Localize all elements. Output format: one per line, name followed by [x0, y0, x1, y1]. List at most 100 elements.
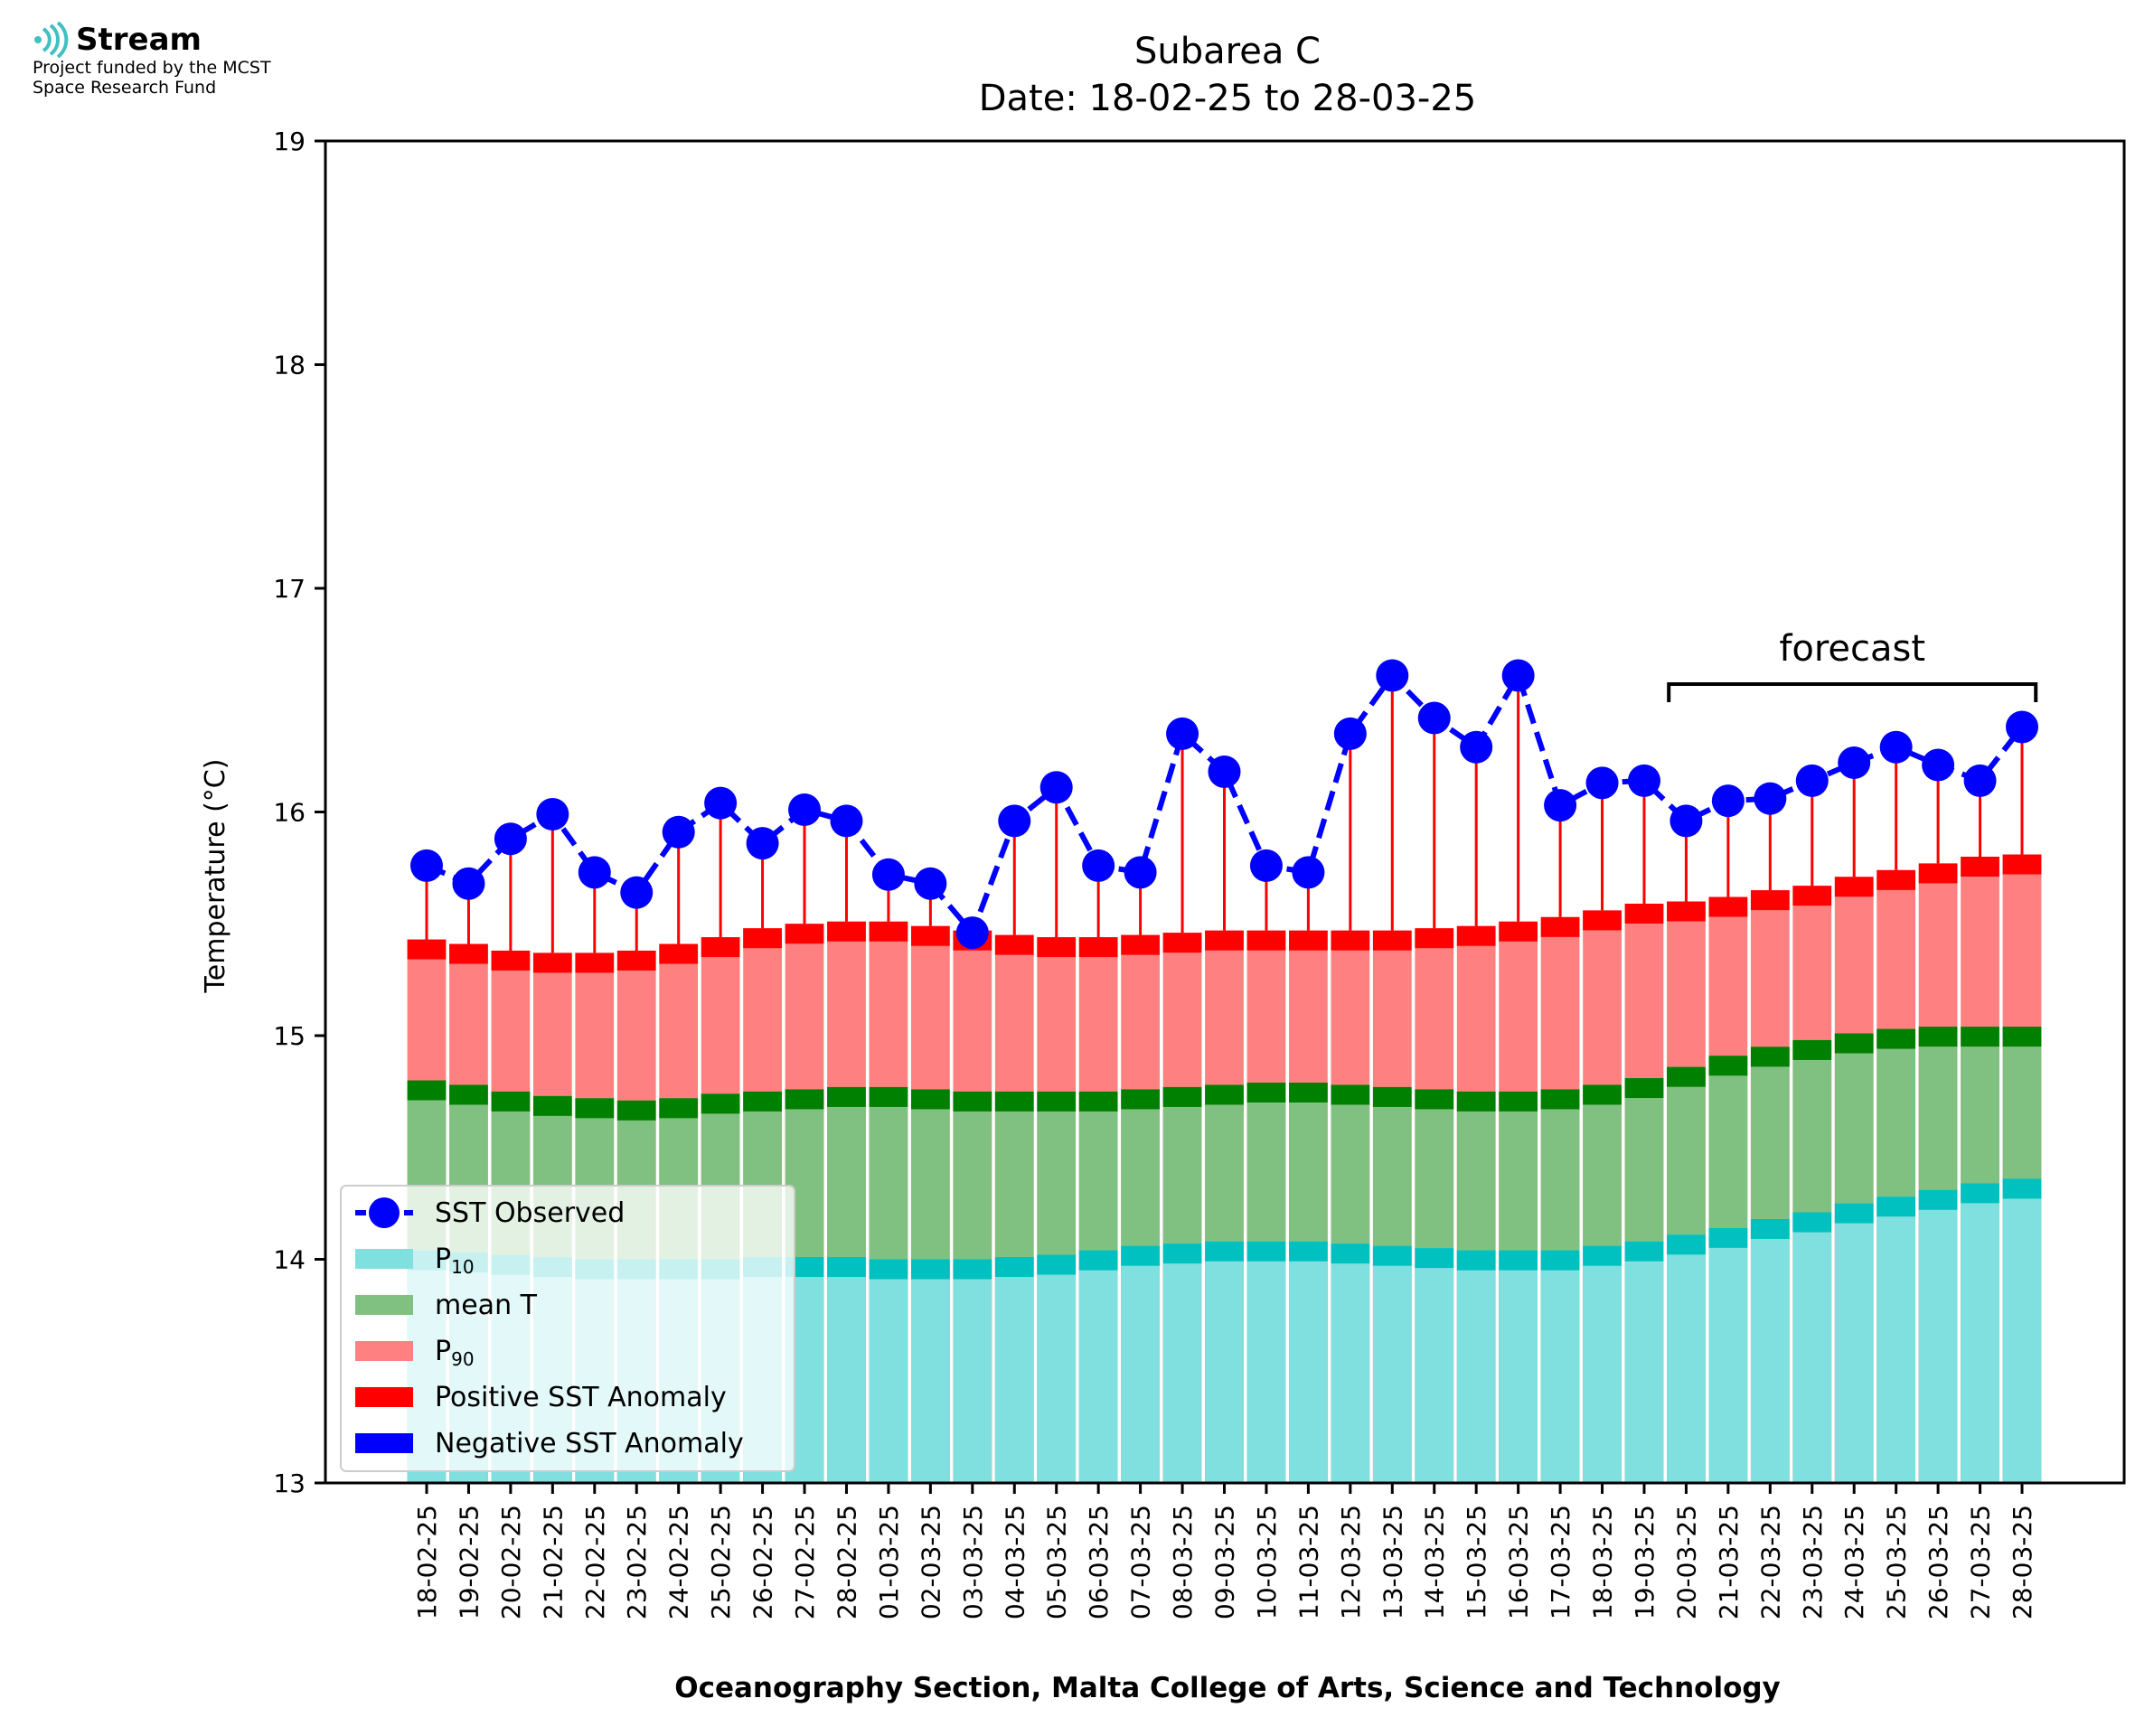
mean-cap: [532, 1095, 572, 1116]
y-tick-label: 14: [273, 1245, 306, 1275]
x-tick-label: 15-03-25: [1462, 1505, 1491, 1619]
p10-cap: [1205, 1241, 1244, 1262]
x-tick-label: 28-03-25: [2008, 1505, 2037, 1619]
x-tick-label: 08-03-25: [1168, 1505, 1198, 1619]
mean-cap: [827, 1086, 866, 1107]
mean-cap: [1162, 1086, 1202, 1107]
mean-cap: [449, 1084, 488, 1105]
p10-cap: [1078, 1250, 1118, 1271]
y-tick-label: 13: [273, 1469, 306, 1498]
observed-point: [1922, 748, 1955, 782]
stream-waves-icon: [34, 22, 69, 58]
x-tick-label: 19-02-25: [454, 1505, 484, 1619]
p90-cap: [785, 924, 824, 944]
observed-point: [1208, 755, 1241, 788]
observed-point: [1670, 804, 1703, 838]
x-tick-label: 26-03-25: [1924, 1505, 1953, 1619]
x-tick-label: 23-03-25: [1798, 1505, 1828, 1619]
x-tick-label: 28-02-25: [832, 1505, 861, 1619]
p90-cap: [1750, 890, 1790, 911]
x-tick-label: 12-03-25: [1336, 1505, 1366, 1619]
observed-point: [704, 786, 738, 820]
legend-label: mean T: [435, 1290, 538, 1321]
mean-cap: [1121, 1089, 1160, 1110]
p90-cap: [1078, 937, 1118, 958]
observed-point: [410, 849, 443, 882]
p10-cap: [1499, 1250, 1538, 1271]
p90-cap: [1624, 903, 1664, 924]
observed-point: [955, 916, 989, 950]
p10-cap: [953, 1259, 992, 1280]
p10-bar: [1246, 1241, 1286, 1483]
axes-layer: 13 14 15 16 17 18 19 18-02-25 19-02-25 20-02-25 21…: [273, 127, 2126, 1619]
p10-cap: [1961, 1183, 1999, 1204]
observed-point: [1501, 659, 1535, 692]
p90-cap: [616, 950, 656, 971]
mean-cap: [1456, 1091, 1496, 1112]
observed-point: [746, 827, 779, 860]
observed-point: [1166, 717, 1199, 750]
x-tick-label: 23-02-25: [622, 1505, 652, 1619]
observed-point: [1544, 789, 1577, 822]
mean-cap: [1667, 1066, 1706, 1087]
observed-point: [1754, 782, 1787, 815]
chart-subtitle: Date: 18-02-25 to 28-03-25: [979, 78, 1477, 119]
forecast-bracket: [1667, 682, 2038, 702]
p10-bar: [827, 1257, 866, 1483]
p90-cap: [575, 952, 615, 973]
legend-label: P90: [435, 1336, 475, 1370]
observed-point: [1376, 659, 1409, 692]
mean-legend-swatch: [355, 1295, 413, 1315]
p10-bar: [2002, 1178, 2042, 1483]
y-tick-label: 18: [273, 351, 306, 380]
x-tick-label: 01-03-25: [874, 1505, 904, 1619]
observed-point: [1711, 784, 1745, 818]
observed-point: [1795, 764, 1829, 797]
p90-cap: [1205, 930, 1244, 951]
p10-bar: [1792, 1212, 1832, 1483]
x-tick-label: 25-02-25: [706, 1505, 736, 1619]
p10-cap: [869, 1259, 908, 1280]
p90-cap: [869, 921, 908, 942]
mean-cap: [659, 1098, 699, 1119]
p90-cap: [1834, 877, 1874, 897]
p10-legend-swatch: [355, 1249, 413, 1269]
x-tick-label: 09-03-25: [1210, 1505, 1240, 1619]
x-tick-label: 24-03-25: [1839, 1505, 1869, 1619]
observed-point: [494, 822, 527, 856]
p10-cap: [1331, 1243, 1370, 1264]
p10-cap: [1624, 1241, 1664, 1262]
mean-cap: [1708, 1056, 1748, 1076]
p10-bar: [994, 1257, 1034, 1483]
mean-cap: [785, 1089, 824, 1110]
p90-cap: [1667, 901, 1706, 922]
negative-anomaly-legend-swatch: [355, 1433, 413, 1453]
observed-point: [1963, 764, 1997, 797]
p10-bar: [911, 1259, 950, 1483]
mean-cap: [701, 1093, 740, 1114]
p10-bar: [1121, 1245, 1160, 1483]
p10-bar: [1499, 1250, 1538, 1483]
p90-cap: [911, 925, 950, 946]
x-tick-label: 06-03-25: [1084, 1505, 1114, 1619]
mean-cap: [1372, 1086, 1412, 1107]
p90-cap: [1372, 930, 1412, 951]
x-tick-label: 03-03-25: [958, 1505, 988, 1619]
p10-cap: [1246, 1241, 1286, 1262]
x-tick-label: 19-03-25: [1630, 1505, 1660, 1619]
mean-cap: [1289, 1082, 1328, 1103]
mean-cap: [407, 1080, 447, 1101]
mean-cap: [1205, 1084, 1244, 1105]
x-tick-label: 14-03-25: [1420, 1505, 1450, 1619]
x-tick-label: 22-02-25: [580, 1505, 610, 1619]
observed-point: [1460, 730, 1493, 764]
observed-point: [1585, 766, 1619, 800]
p10-bar: [1624, 1241, 1664, 1483]
mean-cap: [1583, 1084, 1622, 1105]
p90-cap: [1499, 921, 1538, 942]
legend-label: SST Observed: [435, 1197, 625, 1229]
positive-anomaly-legend-swatch: [355, 1387, 413, 1407]
x-tick-label: 18-02-25: [412, 1505, 442, 1619]
p10-cap: [1918, 1189, 1958, 1210]
p90-cap: [743, 928, 782, 949]
